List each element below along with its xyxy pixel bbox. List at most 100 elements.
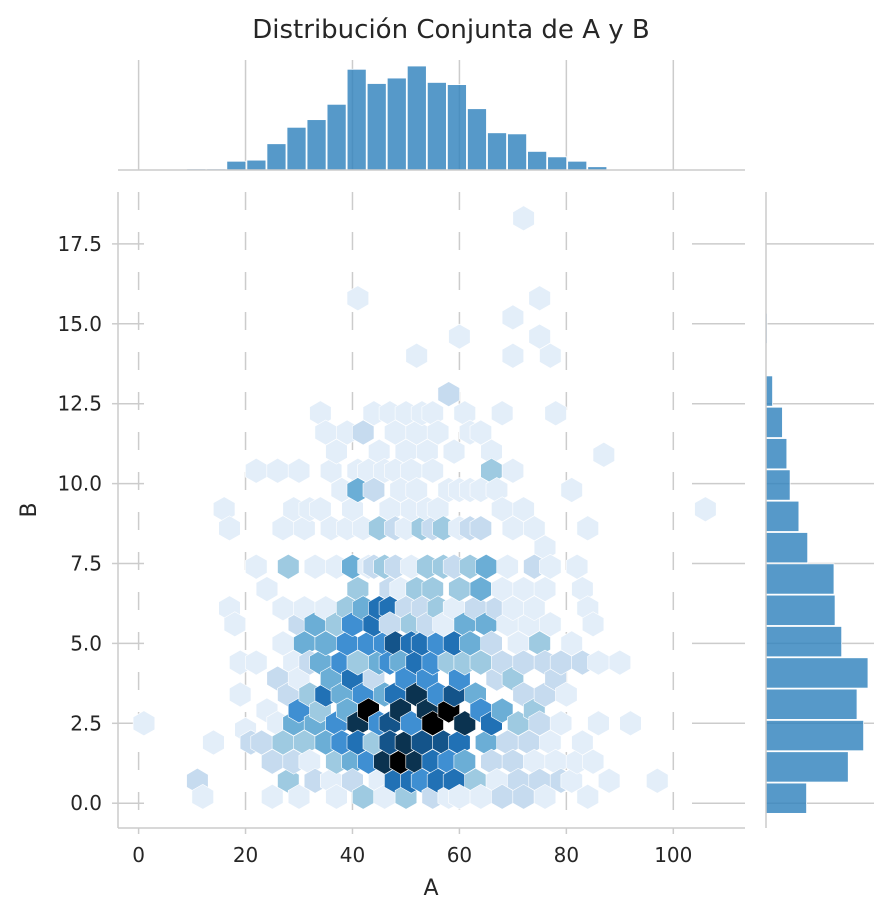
hexbin-cell	[619, 710, 642, 737]
hexbin-cell	[592, 441, 615, 468]
right-histogram-bar	[765, 626, 843, 658]
hexbin-cell	[501, 457, 525, 484]
hexbin-cell	[448, 323, 471, 350]
top-histogram-bar	[567, 160, 588, 171]
hexbin-cell	[266, 457, 289, 484]
right-marginal-histogram	[765, 192, 874, 828]
y-tick-label: 0.0	[70, 791, 102, 815]
hexbin-cell	[442, 438, 466, 465]
y-tick-label: 7.5	[70, 552, 102, 576]
hexbin-cell	[544, 400, 567, 427]
hexbin-cell	[202, 729, 225, 756]
x-tick-label: 20	[233, 843, 258, 867]
hexbin-cell	[287, 457, 311, 484]
hexbin-cell	[587, 649, 610, 676]
right-histogram-bar	[765, 563, 835, 595]
hexbin-cell	[581, 748, 605, 775]
hexbin-cell	[608, 649, 632, 676]
hexbin-cell	[426, 419, 450, 446]
hexbin-cell	[523, 595, 546, 622]
hexbin-cell	[437, 381, 460, 407]
hexbin-cell	[218, 515, 241, 542]
y-tick-label: 10.0	[57, 472, 102, 496]
right-histogram-bar	[765, 375, 773, 407]
right-histogram-bar	[765, 751, 849, 783]
hexbin-cell	[581, 611, 605, 638]
x-axis-label: A	[423, 876, 438, 901]
right-histogram-bar	[765, 469, 791, 501]
hexbin-cell	[245, 553, 268, 580]
hexbin-cell	[191, 783, 214, 810]
y-tick-labels: 0.0 2.5 5.0 7.5 10.0 12.5 15.0 17.5	[57, 232, 118, 815]
hexbin-cell	[576, 783, 599, 810]
top-histogram-bar	[487, 132, 507, 171]
y-tick-label: 12.5	[57, 392, 102, 416]
hexbin-cell	[597, 767, 621, 794]
hexbin-cell	[325, 438, 348, 465]
hexbin-cell	[351, 419, 375, 446]
hexbin-cell	[293, 515, 316, 542]
x-tick-label: 40	[340, 843, 365, 867]
y-tick-label: 2.5	[70, 711, 102, 735]
top-marginal-bars	[186, 65, 608, 171]
top-histogram-bar	[326, 103, 347, 171]
hexbin-cell	[539, 611, 562, 638]
hexbin-cell	[223, 611, 246, 638]
y-tick-label: 17.5	[57, 232, 102, 256]
hexbin-cell	[303, 553, 327, 580]
hexbin-cell	[549, 710, 573, 737]
y-tick-label: 5.0	[70, 631, 102, 655]
right-histogram-bar	[765, 532, 809, 564]
top-histogram-bar	[426, 82, 447, 171]
top-histogram-bar	[467, 108, 487, 171]
top-histogram-bar	[306, 119, 327, 171]
hexbin-cell	[501, 342, 525, 369]
top-histogram-bar	[366, 83, 387, 171]
hexbin-cell	[245, 457, 268, 484]
x-tick-label: 0	[132, 843, 145, 867]
y-tick-label: 15.0	[57, 312, 102, 336]
top-histogram-bar	[527, 150, 548, 171]
hexbin-cells	[132, 205, 717, 810]
hexbin-cell	[533, 576, 557, 602]
x-tick-label: 80	[554, 843, 579, 867]
top-histogram-bar	[346, 68, 367, 171]
right-histogram-bar	[765, 406, 783, 438]
hexbin-cell	[421, 457, 444, 484]
hexbin-cell	[539, 342, 562, 369]
y-axis-label: B	[17, 502, 42, 517]
top-histogram-bar	[406, 65, 427, 171]
hexbin-cell	[469, 515, 492, 542]
top-histogram-bar	[246, 159, 267, 171]
x-tick-labels: 0 20 40 60 80 100	[132, 828, 692, 867]
top-histogram-bar	[507, 133, 527, 171]
hexbin-cell	[277, 553, 300, 580]
hexbin-cell	[512, 205, 535, 232]
hexbin-cell	[132, 710, 156, 737]
hexbin-cell	[255, 576, 279, 602]
x-tick-label: 60	[447, 843, 472, 867]
main-hexbin-plot: 0 20 40 60 80 100 0.0 2.5 5.0 7.5 10.0 12.5 15.0 17.…	[17, 192, 745, 901]
top-histogram-bar	[446, 84, 467, 171]
hexbin-cell	[694, 496, 717, 523]
hexbin-cell	[646, 767, 669, 794]
right-histogram-bar	[765, 500, 800, 532]
hexbin-cell	[474, 553, 498, 580]
hexbin-cell	[501, 304, 525, 331]
hexbin-cell	[496, 553, 519, 580]
top-histogram-bar	[386, 77, 407, 171]
hexbin-cell	[229, 681, 252, 708]
chart-title: Distribución Conjunta de A y B	[252, 15, 649, 45]
right-histogram-bar	[765, 688, 858, 720]
hexbin-cell	[528, 285, 551, 312]
right-histogram-bar	[765, 782, 807, 814]
x-tick-label: 100	[654, 843, 692, 867]
hexbin-cell	[362, 477, 386, 503]
right-histogram-bar	[765, 657, 869, 689]
top-histogram-bar	[547, 156, 568, 171]
hexbin-cell	[555, 681, 578, 708]
hexbin-cell	[560, 477, 583, 503]
hexbin-cell	[245, 649, 268, 676]
top-histogram-bar	[226, 160, 247, 171]
